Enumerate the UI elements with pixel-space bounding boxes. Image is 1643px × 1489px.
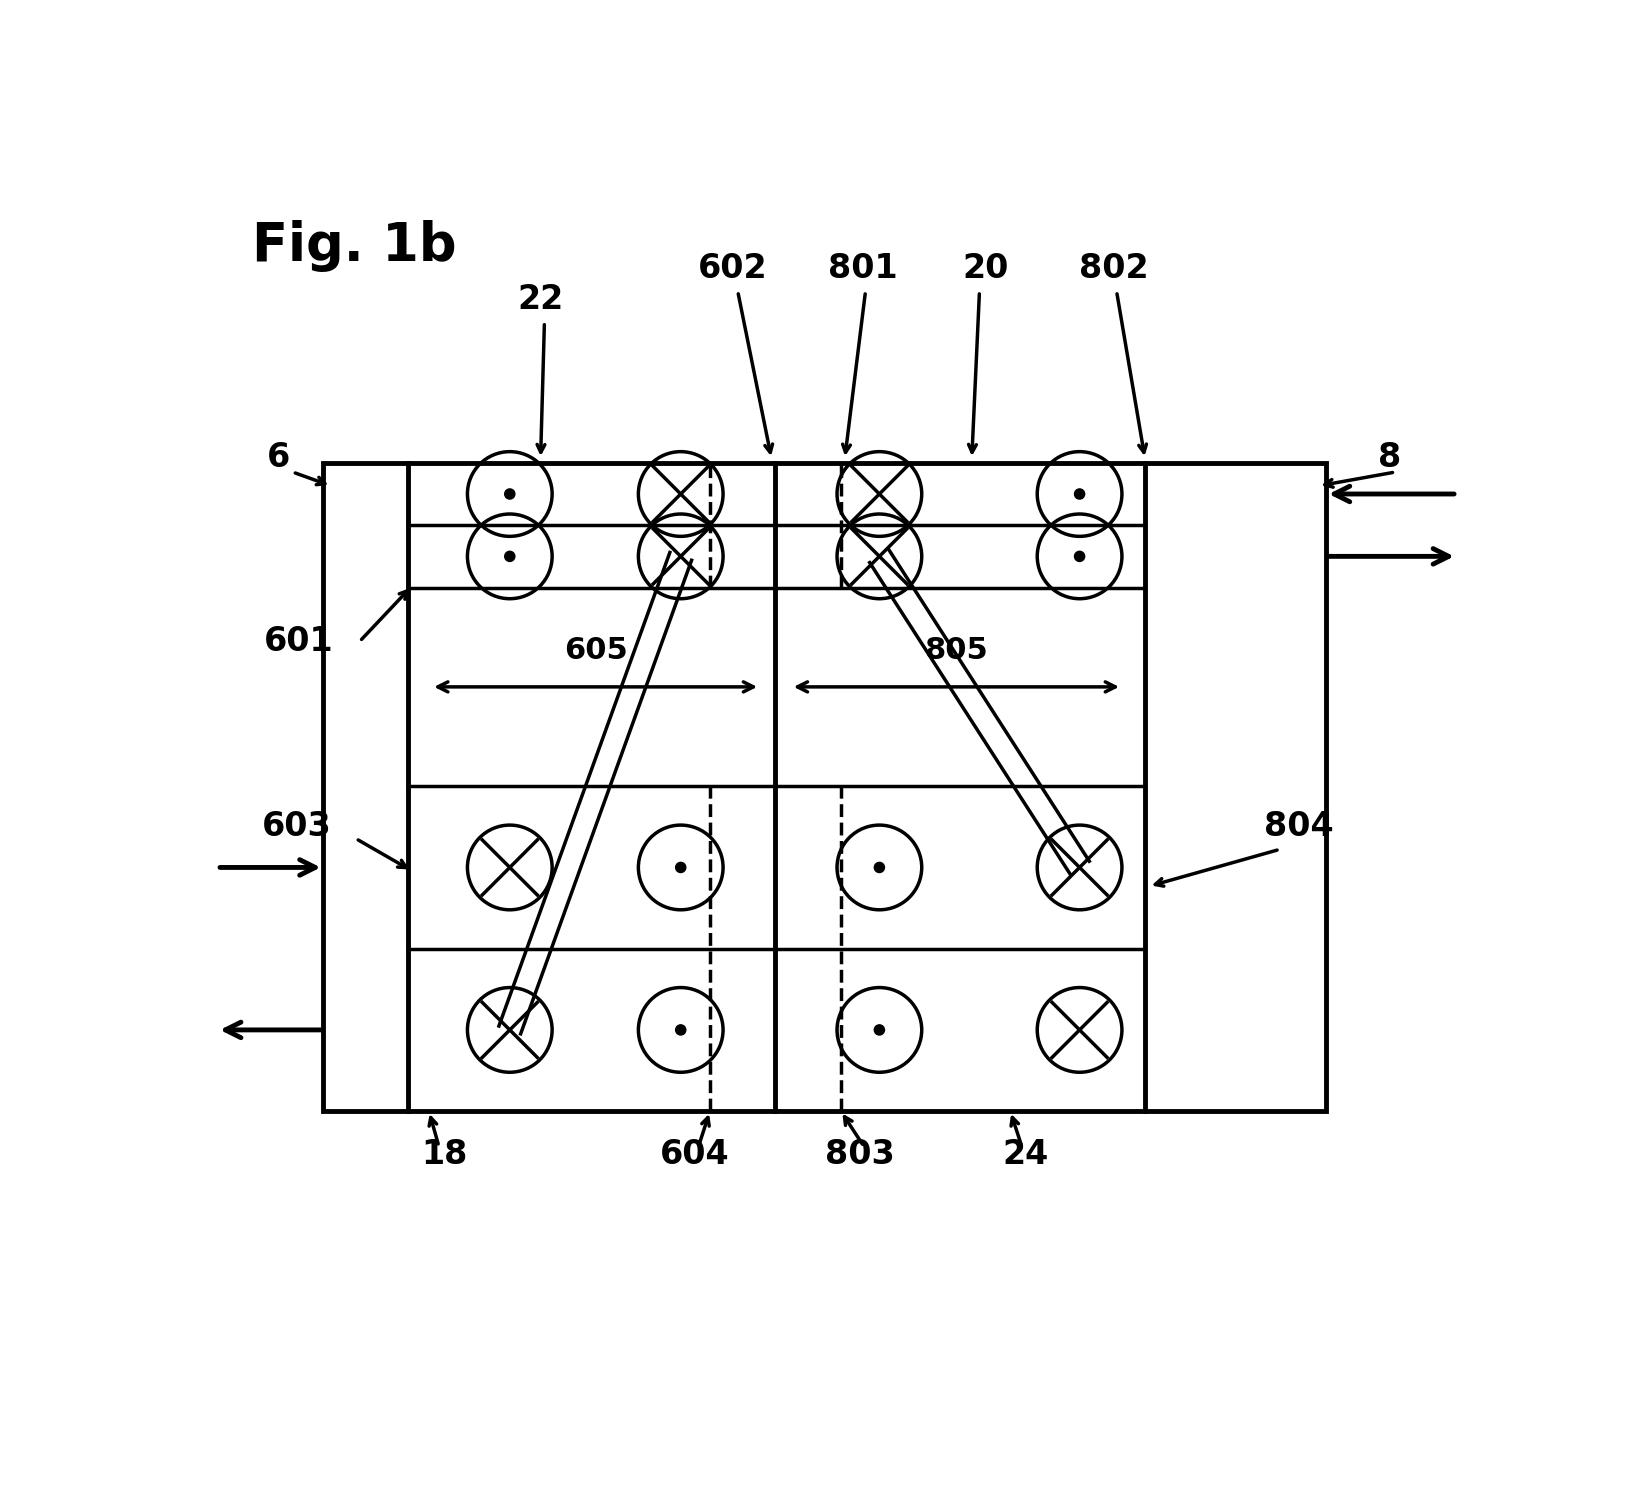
Text: 801: 801 bbox=[828, 252, 897, 284]
Bar bbox=[324, 463, 1326, 1111]
Circle shape bbox=[675, 1024, 685, 1035]
Text: 22: 22 bbox=[518, 283, 564, 316]
Text: 8: 8 bbox=[1378, 441, 1401, 474]
Text: 603: 603 bbox=[261, 810, 332, 843]
Text: 803: 803 bbox=[825, 1138, 895, 1170]
Circle shape bbox=[874, 862, 884, 873]
Text: 602: 602 bbox=[698, 252, 767, 284]
Text: 18: 18 bbox=[421, 1138, 468, 1170]
Circle shape bbox=[504, 551, 514, 561]
Text: 604: 604 bbox=[660, 1138, 729, 1170]
Text: 804: 804 bbox=[1265, 810, 1334, 843]
Text: 601: 601 bbox=[263, 625, 334, 658]
Text: 605: 605 bbox=[564, 636, 628, 666]
Text: 6: 6 bbox=[268, 441, 291, 474]
Text: 802: 802 bbox=[1079, 252, 1148, 284]
Text: 20: 20 bbox=[963, 252, 1009, 284]
Circle shape bbox=[504, 488, 514, 499]
Circle shape bbox=[1075, 488, 1084, 499]
Circle shape bbox=[1075, 551, 1084, 561]
Text: Fig. 1b: Fig. 1b bbox=[251, 220, 457, 272]
Text: 805: 805 bbox=[925, 636, 987, 666]
Text: 24: 24 bbox=[1002, 1138, 1048, 1170]
Circle shape bbox=[874, 1024, 884, 1035]
Circle shape bbox=[675, 862, 685, 873]
